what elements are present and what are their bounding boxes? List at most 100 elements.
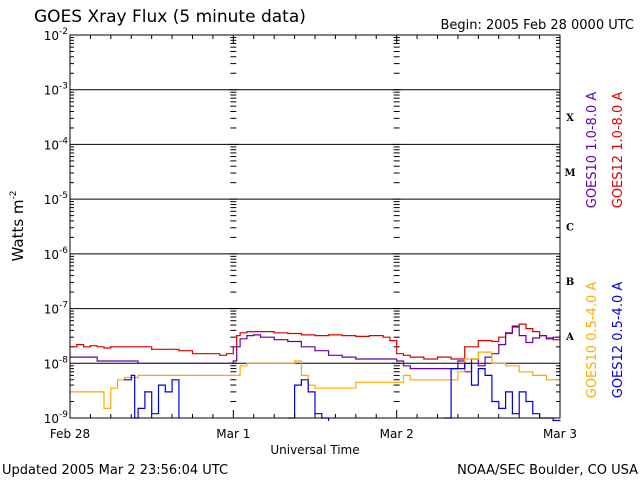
- series-1-point: [246, 335, 248, 337]
- series-2-point: [96, 391, 98, 393]
- series-2-point: [532, 374, 534, 377]
- series-0-point: [423, 358, 425, 360]
- series-1-point: [164, 362, 166, 364]
- series-0-point: [518, 323, 520, 325]
- series-2-point: [300, 374, 302, 377]
- series-3-point: [511, 413, 513, 415]
- series-2-point: [259, 362, 262, 364]
- series-3-point: [491, 400, 493, 403]
- flare-class-X: X: [566, 113, 574, 124]
- series-1-point: [328, 354, 330, 356]
- series-3-point: [559, 419, 561, 422]
- y-axis-label-base: Watts m: [9, 199, 27, 261]
- y-tick-exp: -7: [59, 301, 68, 311]
- series-1-point: [518, 335, 520, 337]
- series-1-point: [457, 360, 459, 362]
- series-2-point: [477, 351, 479, 353]
- y-tick-base: 10: [44, 248, 59, 262]
- series-1-point: [137, 362, 139, 364]
- series-0-point: [236, 335, 238, 337]
- series-2-point: [436, 379, 439, 381]
- series-0-point: [225, 353, 228, 355]
- series-2-point: [89, 391, 92, 393]
- series-3-point: [300, 379, 302, 381]
- y-tick-base: 10: [44, 357, 59, 371]
- y-tick-base: 10: [44, 84, 59, 98]
- flare-class-C: C: [566, 223, 574, 234]
- series-0-point: [246, 330, 248, 333]
- series-1-point: [552, 336, 554, 338]
- series-1-point: [402, 365, 405, 367]
- y-tick-label-3: 10-5: [44, 191, 68, 207]
- series-2-point: [293, 360, 296, 362]
- series-0-point: [76, 343, 78, 346]
- legend: GOES10 1.0-8.0 A GOES12 1.0-8.0 A GOES10 0…: [585, 92, 626, 399]
- series-3-point: [123, 379, 126, 381]
- series-1-point: [525, 341, 527, 344]
- series-1-point: [76, 356, 78, 358]
- series-0-point: [123, 346, 126, 348]
- series-3-point: [144, 391, 146, 393]
- series-0-point: [137, 346, 139, 348]
- series-1-point: [205, 362, 207, 364]
- series-2-point: [232, 374, 234, 377]
- series-3-point: [307, 391, 309, 393]
- series-2-point: [164, 374, 166, 377]
- series-0-point: [219, 354, 221, 356]
- x-tick-label-0: Feb 28: [50, 427, 90, 441]
- series-1-point: [219, 362, 221, 364]
- series-0-point: [477, 339, 479, 342]
- y-tick-base: 10: [44, 138, 59, 152]
- series-2-point: [328, 387, 330, 389]
- data-source: NOAA/SEC Boulder, CO USA: [457, 463, 638, 478]
- y-tick-label-5: 10-7: [44, 301, 68, 317]
- series-2-point: [123, 376, 126, 379]
- series-0-point: [314, 335, 316, 337]
- series-2-point: [423, 379, 425, 381]
- series-1-point: [83, 356, 85, 358]
- series-0-point: [402, 354, 405, 356]
- series-0-point: [83, 346, 85, 348]
- series-3-point: [171, 379, 173, 381]
- series-3-point: [314, 413, 316, 415]
- series-0-point: [110, 346, 112, 348]
- y-tick-base: 10: [44, 193, 59, 207]
- series-0-point: [368, 335, 371, 337]
- series-0-point: [511, 325, 513, 327]
- series-1-point: [259, 336, 262, 338]
- x-axis-label: Universal Time: [270, 443, 359, 457]
- y-tick-label-4: 10-6: [44, 246, 69, 262]
- series-1-point: [355, 358, 357, 360]
- y-tick-exp: -9: [59, 410, 68, 420]
- series-1-point: [151, 362, 153, 364]
- series-2-point: [314, 387, 316, 389]
- y-tick-label-1: 10-3: [44, 82, 68, 98]
- series-0-point: [205, 353, 207, 355]
- series-2-point: [464, 358, 466, 360]
- series-0-point: [191, 353, 194, 355]
- series-2-point: [273, 362, 275, 364]
- series-3-point: [498, 407, 500, 409]
- series-3-point: [293, 384, 296, 386]
- series-0-point: [259, 330, 262, 333]
- legend-entry-1: GOES12 1.0-8.0 A: [611, 92, 626, 209]
- series-3-point: [450, 367, 452, 370]
- series-2-point: [117, 379, 119, 381]
- y-tick-base: 10: [44, 412, 59, 426]
- series-0-point: [409, 356, 411, 358]
- series-3-point: [137, 407, 139, 409]
- x-tick-label-2: Mar 2: [380, 427, 414, 441]
- series-0-point: [525, 328, 527, 330]
- series-0-point: [287, 332, 289, 335]
- series-2-point: [83, 391, 85, 393]
- series-0-point: [103, 347, 105, 349]
- updated-timestamp: Updated 2005 Mar 2 23:56:04 UTC: [2, 463, 228, 478]
- series-3-point: [504, 391, 507, 393]
- series-2-point: [341, 387, 343, 389]
- chart-title: GOES Xray Flux (5 minute data): [34, 7, 306, 27]
- series-0-point: [300, 334, 302, 336]
- series-2-point: [246, 362, 248, 364]
- flare-class-M: M: [564, 168, 575, 179]
- series-2-point: [457, 371, 459, 373]
